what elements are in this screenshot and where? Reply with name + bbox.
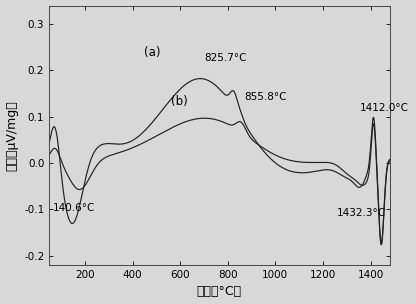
Text: 855.8°C: 855.8°C xyxy=(245,92,287,102)
Text: 1432.3°C: 1432.3°C xyxy=(337,208,386,218)
Text: 140.6°C: 140.6°C xyxy=(53,203,95,213)
Text: 1412.0°C: 1412.0°C xyxy=(360,103,409,113)
Text: 825.7°C: 825.7°C xyxy=(204,54,246,64)
X-axis label: 温度（°C）: 温度（°C） xyxy=(197,285,242,299)
Y-axis label: 热流（μV/mg）: 热流（μV/mg） xyxy=(5,100,19,171)
Text: (b): (b) xyxy=(171,95,187,109)
Text: (a): (a) xyxy=(144,46,161,59)
